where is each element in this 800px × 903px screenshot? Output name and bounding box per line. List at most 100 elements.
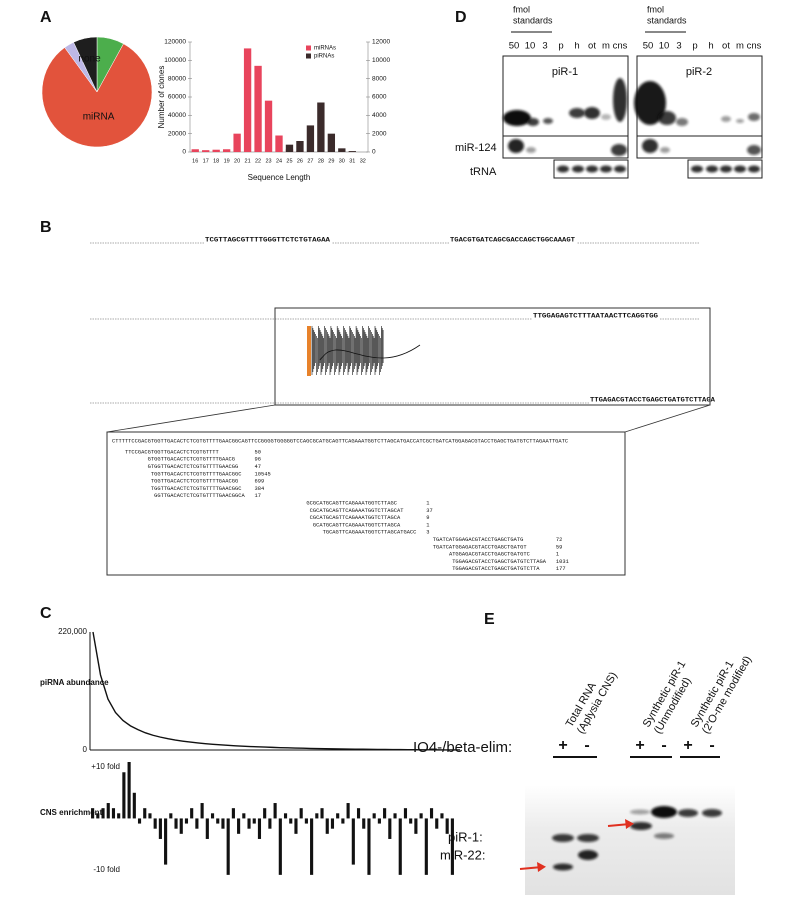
x-tick-label: 30 (339, 158, 345, 164)
panel-label: C (40, 605, 52, 622)
lane-label: m (602, 41, 610, 52)
bar (137, 818, 142, 824)
blot-title: piR-2 (686, 66, 712, 78)
bar (200, 803, 204, 819)
read-count: 47 (255, 464, 261, 470)
read-sequence: GCATGCAGTTCAGAAATGGTCTTAGCA (313, 522, 401, 528)
treatment-sign: + (635, 737, 644, 754)
read-sequence: GTGGTTGACACTCTCGTGTTTTGAACGG (148, 464, 239, 470)
y-axis-label: Number of clones (157, 66, 166, 129)
bar (111, 808, 116, 819)
zoom-box (274, 307, 711, 406)
bar (445, 818, 449, 834)
treatment-sign: - (584, 737, 589, 754)
fragment-bg (532, 311, 660, 320)
treatment-sign: + (558, 737, 567, 754)
bar (351, 818, 355, 865)
sequence-fragment: TTGGAGAGTCTTTAATAACTTCAGGTGG (533, 313, 658, 320)
sequence-fragment: TGACGTGATCAGCGACCAGCTGGCAAAGT (450, 237, 575, 244)
blot-band (543, 118, 553, 124)
read-sequence: ATGGAGACGTACCTGAGCTGATGTC (449, 552, 530, 558)
x-tick-label: 22 (255, 158, 261, 164)
lane-label: m (736, 41, 744, 52)
gel-band (630, 822, 652, 830)
gel-band (651, 806, 677, 818)
bar (320, 808, 324, 819)
x-axis-label: Sequence Length (248, 173, 311, 182)
fragment-bg (204, 235, 332, 244)
read-count: 1 (556, 552, 559, 558)
read-sequence: TTCCGACGTGGTTGACACTCTCGTGTTTT (125, 449, 220, 455)
bar (233, 133, 241, 152)
bar (306, 125, 315, 152)
zoom-connector (624, 404, 711, 433)
blot-band (658, 111, 676, 125)
legend-label: miRNAs (314, 46, 336, 52)
read-count: 17 (255, 493, 261, 499)
trace (311, 326, 384, 375)
bar (429, 808, 434, 819)
row-label: miR-124 (455, 142, 497, 154)
read-count: 699 (255, 479, 265, 485)
lane-label: 10 (659, 41, 670, 52)
bar (202, 150, 210, 152)
x-tick-label: 20 (234, 158, 240, 164)
bar (398, 818, 402, 875)
bar (435, 818, 439, 829)
blot-band (747, 145, 761, 155)
sequence-fragment: TTGAGACGTACCTGAGCTGATGTCTTAGA (590, 397, 715, 404)
x-tick-label: 17 (203, 158, 209, 164)
blot-band (508, 139, 524, 153)
bar (327, 133, 336, 152)
bar (153, 818, 157, 829)
bar (191, 149, 199, 152)
blot-band (614, 165, 626, 173)
y-tick-label: 6000 (372, 94, 387, 101)
trace-marker (307, 326, 311, 376)
bar (184, 818, 189, 824)
y-axis-label: CNS enrichment (40, 808, 103, 817)
blot-band (613, 78, 627, 122)
read-count: 9 (426, 515, 429, 521)
read-sequence: TGATCATGGAGACGTACCTGAGCTGATGT (433, 544, 528, 550)
x-tick-label: 32 (360, 158, 366, 164)
bar (383, 808, 387, 819)
treatment-label: IO4-/beta-elim: (413, 739, 512, 756)
bar (212, 149, 220, 152)
y-tick-label: 80000 (168, 75, 186, 82)
gel-band (578, 850, 598, 860)
x-tick-label: 19 (224, 158, 230, 164)
bar (226, 818, 230, 875)
lane-label: 50 (643, 41, 654, 52)
y-tick-label: 40000 (168, 112, 186, 119)
bar (315, 813, 319, 819)
read-count: 1 (426, 522, 429, 528)
blot-title: piR-1 (552, 66, 578, 78)
bar (299, 808, 303, 819)
bar (450, 818, 454, 875)
read-count: 59 (556, 544, 562, 550)
bar (101, 808, 105, 819)
bar (419, 813, 423, 819)
bar (106, 803, 110, 819)
pie-label: miRNA (83, 111, 115, 122)
bar (393, 813, 397, 819)
bar (283, 813, 288, 819)
bar (247, 818, 251, 829)
bar (356, 808, 361, 819)
treatment-sign: + (683, 737, 692, 754)
read-sequence: TGCAGTTCAGAAATGGTCTTAGCATGACC (323, 530, 417, 536)
bar (221, 818, 225, 829)
bar (190, 808, 194, 819)
zoom-connector (106, 404, 276, 433)
y-tick-label: 2000 (372, 130, 387, 137)
x-tick-label: 18 (213, 158, 219, 164)
blot-header: standards (513, 15, 553, 25)
sequence-fragment: TCGTTAGCGTTTTGGGTTCTCTGTAGAA (205, 237, 330, 244)
read-count: 50 (255, 449, 261, 455)
bar (143, 808, 147, 819)
bar (243, 48, 252, 152)
blot-band (634, 81, 666, 125)
line (92, 631, 461, 751)
blot-band (736, 119, 744, 123)
